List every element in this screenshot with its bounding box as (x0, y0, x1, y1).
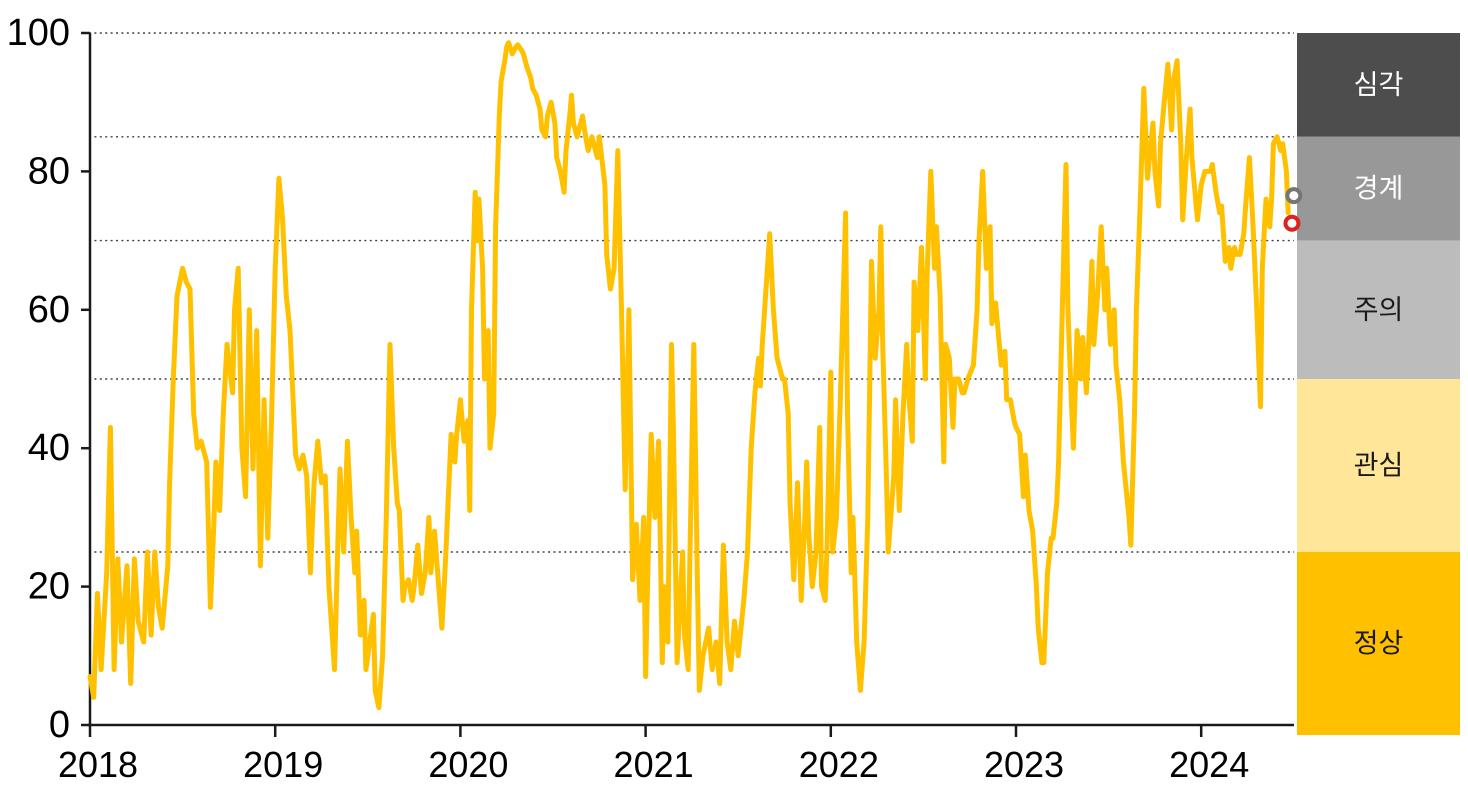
legend-band-정상 (1297, 552, 1460, 735)
y-tick-label-40: 40 (28, 427, 70, 469)
legend-band-관심 (1297, 379, 1460, 552)
y-tick-label-60: 60 (28, 289, 70, 331)
x-tick-label-2020: 2020 (428, 744, 508, 785)
y-tick-label-80: 80 (28, 150, 70, 192)
legend-band-주의 (1297, 240, 1460, 379)
x-tick-label-2022: 2022 (799, 744, 879, 785)
y-tick-label-20: 20 (28, 566, 70, 608)
legend-band-label: 심각 (1354, 70, 1404, 100)
legend-band-label: 관심 (1354, 451, 1404, 481)
red-circle-marker (1283, 214, 1301, 232)
y-tick-label-100: 100 (7, 12, 70, 54)
legend-band-label: 경계 (1354, 174, 1404, 204)
x-tick-label-2021: 2021 (614, 744, 694, 785)
x-tick-label-2018: 2018 (58, 744, 138, 785)
legend-band-경계 (1297, 136, 1460, 241)
y-tick-label-0: 0 (49, 704, 70, 746)
x-tick-label-2024: 2024 (1169, 744, 1249, 785)
legend-band-label: 주의 (1354, 295, 1404, 325)
gray-circle-marker (1285, 187, 1303, 205)
x-tick-label-2023: 2023 (984, 744, 1064, 785)
legend-band-심각 (1297, 33, 1460, 137)
x-tick-label-2019: 2019 (243, 744, 323, 785)
series-line-risk-index (87, 40, 1291, 711)
legend-band-label: 정상 (1354, 629, 1404, 659)
